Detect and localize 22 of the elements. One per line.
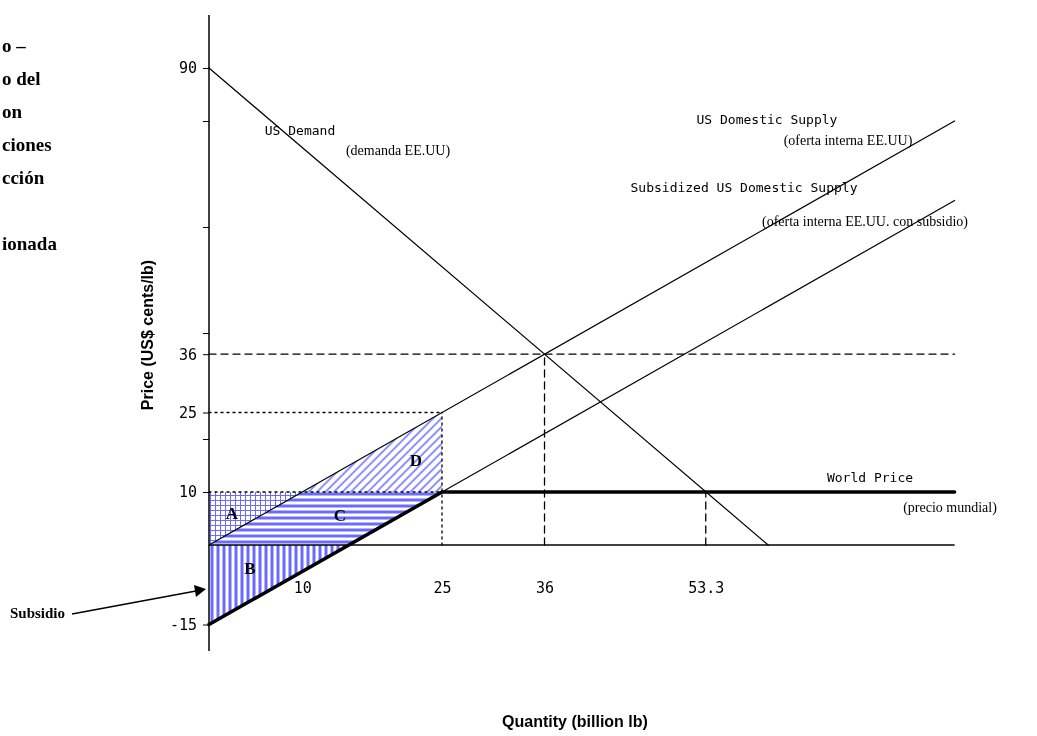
annotation: (oferta interna EE.UU) [783,133,913,149]
y-tick-label: 10 [178,483,197,502]
x-tick-label: 36 [535,578,555,597]
x-axis-title: Quantity (billion lb) [502,713,648,730]
chart-title: o – o del on ciones cción ionada [2,35,57,254]
annotation: (precio mundial) [903,500,998,516]
y-tick-label: 25 [178,403,197,422]
x-tick-label: 25 [433,578,452,597]
annotation: D [409,451,423,470]
y-tick-label: 90 [178,59,197,78]
x-tick-label: 53.3 [688,578,725,597]
y-axis-title: Price (US$ cents/lb) [139,259,156,411]
y-tick-label: -15 [169,615,197,634]
x-tick-label: 10 [293,578,312,597]
annotation: US Domestic Supply [696,112,838,127]
annotation: (demanda EE.UU) [345,143,451,159]
annotation: B [244,559,256,578]
annotation: World Price [826,470,914,485]
text: Subsidio [10,605,66,621]
y-tick-label: 36 [178,345,197,364]
annotation: C [333,506,347,525]
annotation: US Demand [264,123,336,138]
